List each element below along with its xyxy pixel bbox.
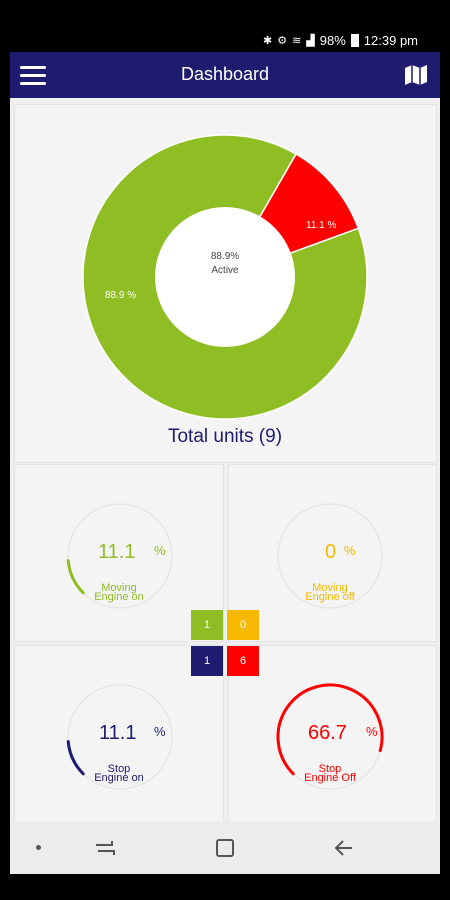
stop-engine-on-count[interactable]: 1: [191, 646, 223, 676]
moving-engine-on-label-1: Moving: [101, 582, 137, 594]
moving-engine-off-percent: %: [344, 543, 356, 558]
home-icon[interactable]: [215, 838, 235, 858]
moving-engine-off-value: 0: [325, 541, 337, 563]
page-title: Dashboard: [180, 64, 270, 84]
stop-engine-on-card[interactable]: [14, 645, 224, 823]
donut-center-label: Active: [211, 265, 239, 276]
gauge-arc: [66, 740, 85, 776]
system-nav-bar: [10, 821, 440, 874]
stop-engine-off-label-2: Engine Off: [304, 772, 356, 784]
stop-engine-on-value: 11.1: [99, 722, 137, 744]
donut-hole: [155, 207, 295, 347]
bluetooth-icon: ✱: [262, 35, 273, 47]
inactive-slice-label: 11.1 %: [306, 220, 337, 231]
clock: 12:39 pm: [363, 33, 418, 48]
total-units-label: Total units (9): [167, 426, 283, 447]
moving-engine-off-gauge: [277, 503, 383, 609]
wifi-icon: ≋: [292, 35, 302, 47]
moving-engine-on-percent: %: [154, 543, 166, 558]
stop-engine-off-label-1: Stop: [318, 763, 342, 775]
battery-percent: 98%: [319, 33, 346, 48]
app-screen: ✱ ⚙ ≋ ▟ 98% 12:39 pm Dashboard 88.9% Act…: [10, 28, 440, 874]
moving-engine-off-label-2: Engine off: [305, 591, 355, 603]
signal-icon: ▟: [306, 35, 315, 47]
stop-engine-off-value: 66.7: [308, 722, 347, 744]
moving-engine-on-label-2: Engine on: [94, 591, 144, 603]
back-icon[interactable]: [334, 839, 354, 857]
moving-engine-off-card[interactable]: [228, 464, 437, 642]
moving-engine-on-value: 11.1: [98, 541, 136, 563]
dot-icon: [36, 845, 41, 850]
gauge-track: [67, 684, 173, 790]
stop-engine-on-gauge: [66, 684, 173, 790]
stop-engine-off-percent: %: [366, 724, 378, 739]
gauge-arc: [66, 559, 85, 595]
donut-center-value: 88.9%: [210, 251, 240, 262]
active-slice-label: 88.9 %: [105, 290, 137, 301]
gauge-arc: [276, 683, 384, 776]
map-icon[interactable]: [404, 64, 428, 86]
stop-engine-on-percent: %: [154, 724, 166, 739]
stop-engine-on-label-1: Stop: [107, 763, 131, 775]
recents-icon[interactable]: [94, 839, 116, 857]
gauge-track: [277, 503, 383, 609]
app-bar: Dashboard: [10, 52, 440, 98]
moving-engine-off-label-1: Moving: [312, 582, 348, 594]
active-donut-chart: [82, 134, 368, 420]
moving-engine-on-gauge: [66, 503, 173, 609]
stop-engine-on-label-2: Engine on: [94, 772, 144, 784]
stop-engine-off-count[interactable]: 6: [227, 646, 259, 676]
moving-engine-on-count[interactable]: 1: [191, 610, 223, 640]
menu-icon[interactable]: [20, 66, 46, 86]
moving-engine-on-card[interactable]: [14, 464, 224, 642]
stop-engine-off-gauge: [276, 683, 384, 790]
moving-engine-off-count[interactable]: 0: [227, 610, 259, 640]
gauge-track: [67, 503, 173, 609]
stop-engine-off-card[interactable]: [228, 645, 437, 823]
status-bar: ✱ ⚙ ≋ ▟ 98% 12:39 pm: [10, 28, 440, 52]
settings-icon: ⚙: [277, 35, 288, 47]
battery-icon: [350, 34, 359, 47]
